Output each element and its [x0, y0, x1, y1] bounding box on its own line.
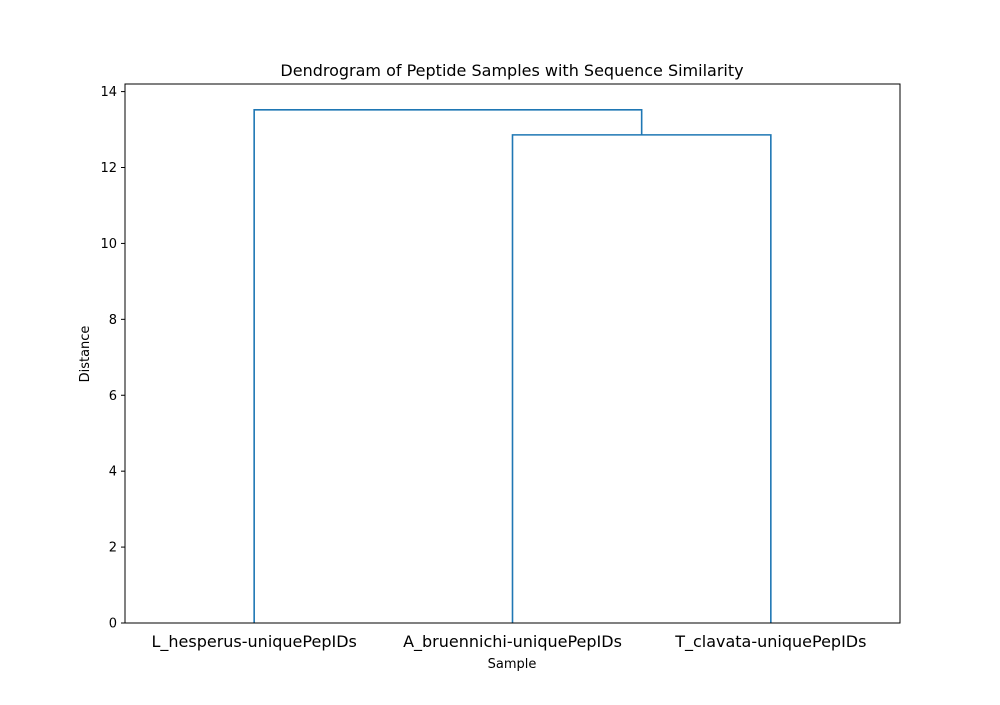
y-axis-label: Distance	[78, 326, 93, 383]
y-tick-label: 12	[100, 161, 117, 176]
y-tick-label: 14	[100, 85, 117, 100]
y-tick-label: 6	[109, 389, 117, 404]
x-axis-label: Sample	[488, 657, 537, 672]
y-tick-label: 0	[109, 617, 117, 632]
x-tick-label: L_hesperus-uniquePepIDs	[151, 632, 356, 652]
dendrogram-link-1	[511, 134, 772, 623]
plot-frame	[124, 83, 901, 624]
chart-title: Dendrogram of Peptide Samples with Seque…	[280, 61, 743, 80]
dendrogram-links	[253, 109, 772, 623]
x-axis: L_hesperus-uniquePepIDs A_bruennichi-uniq…	[151, 632, 866, 652]
x-tick-label: A_bruennichi-uniquePepIDs	[403, 632, 622, 652]
y-tick-label: 4	[109, 465, 117, 480]
y-axis: 0 2 4 6 8 10 12 14	[100, 85, 125, 632]
y-tick-label: 2	[109, 541, 117, 556]
x-tick-label: T_clavata-uniquePepIDs	[674, 632, 866, 652]
y-tick-label: 8	[109, 313, 117, 328]
y-tick-label: 10	[100, 237, 117, 252]
dendrogram-link-2	[253, 109, 643, 623]
